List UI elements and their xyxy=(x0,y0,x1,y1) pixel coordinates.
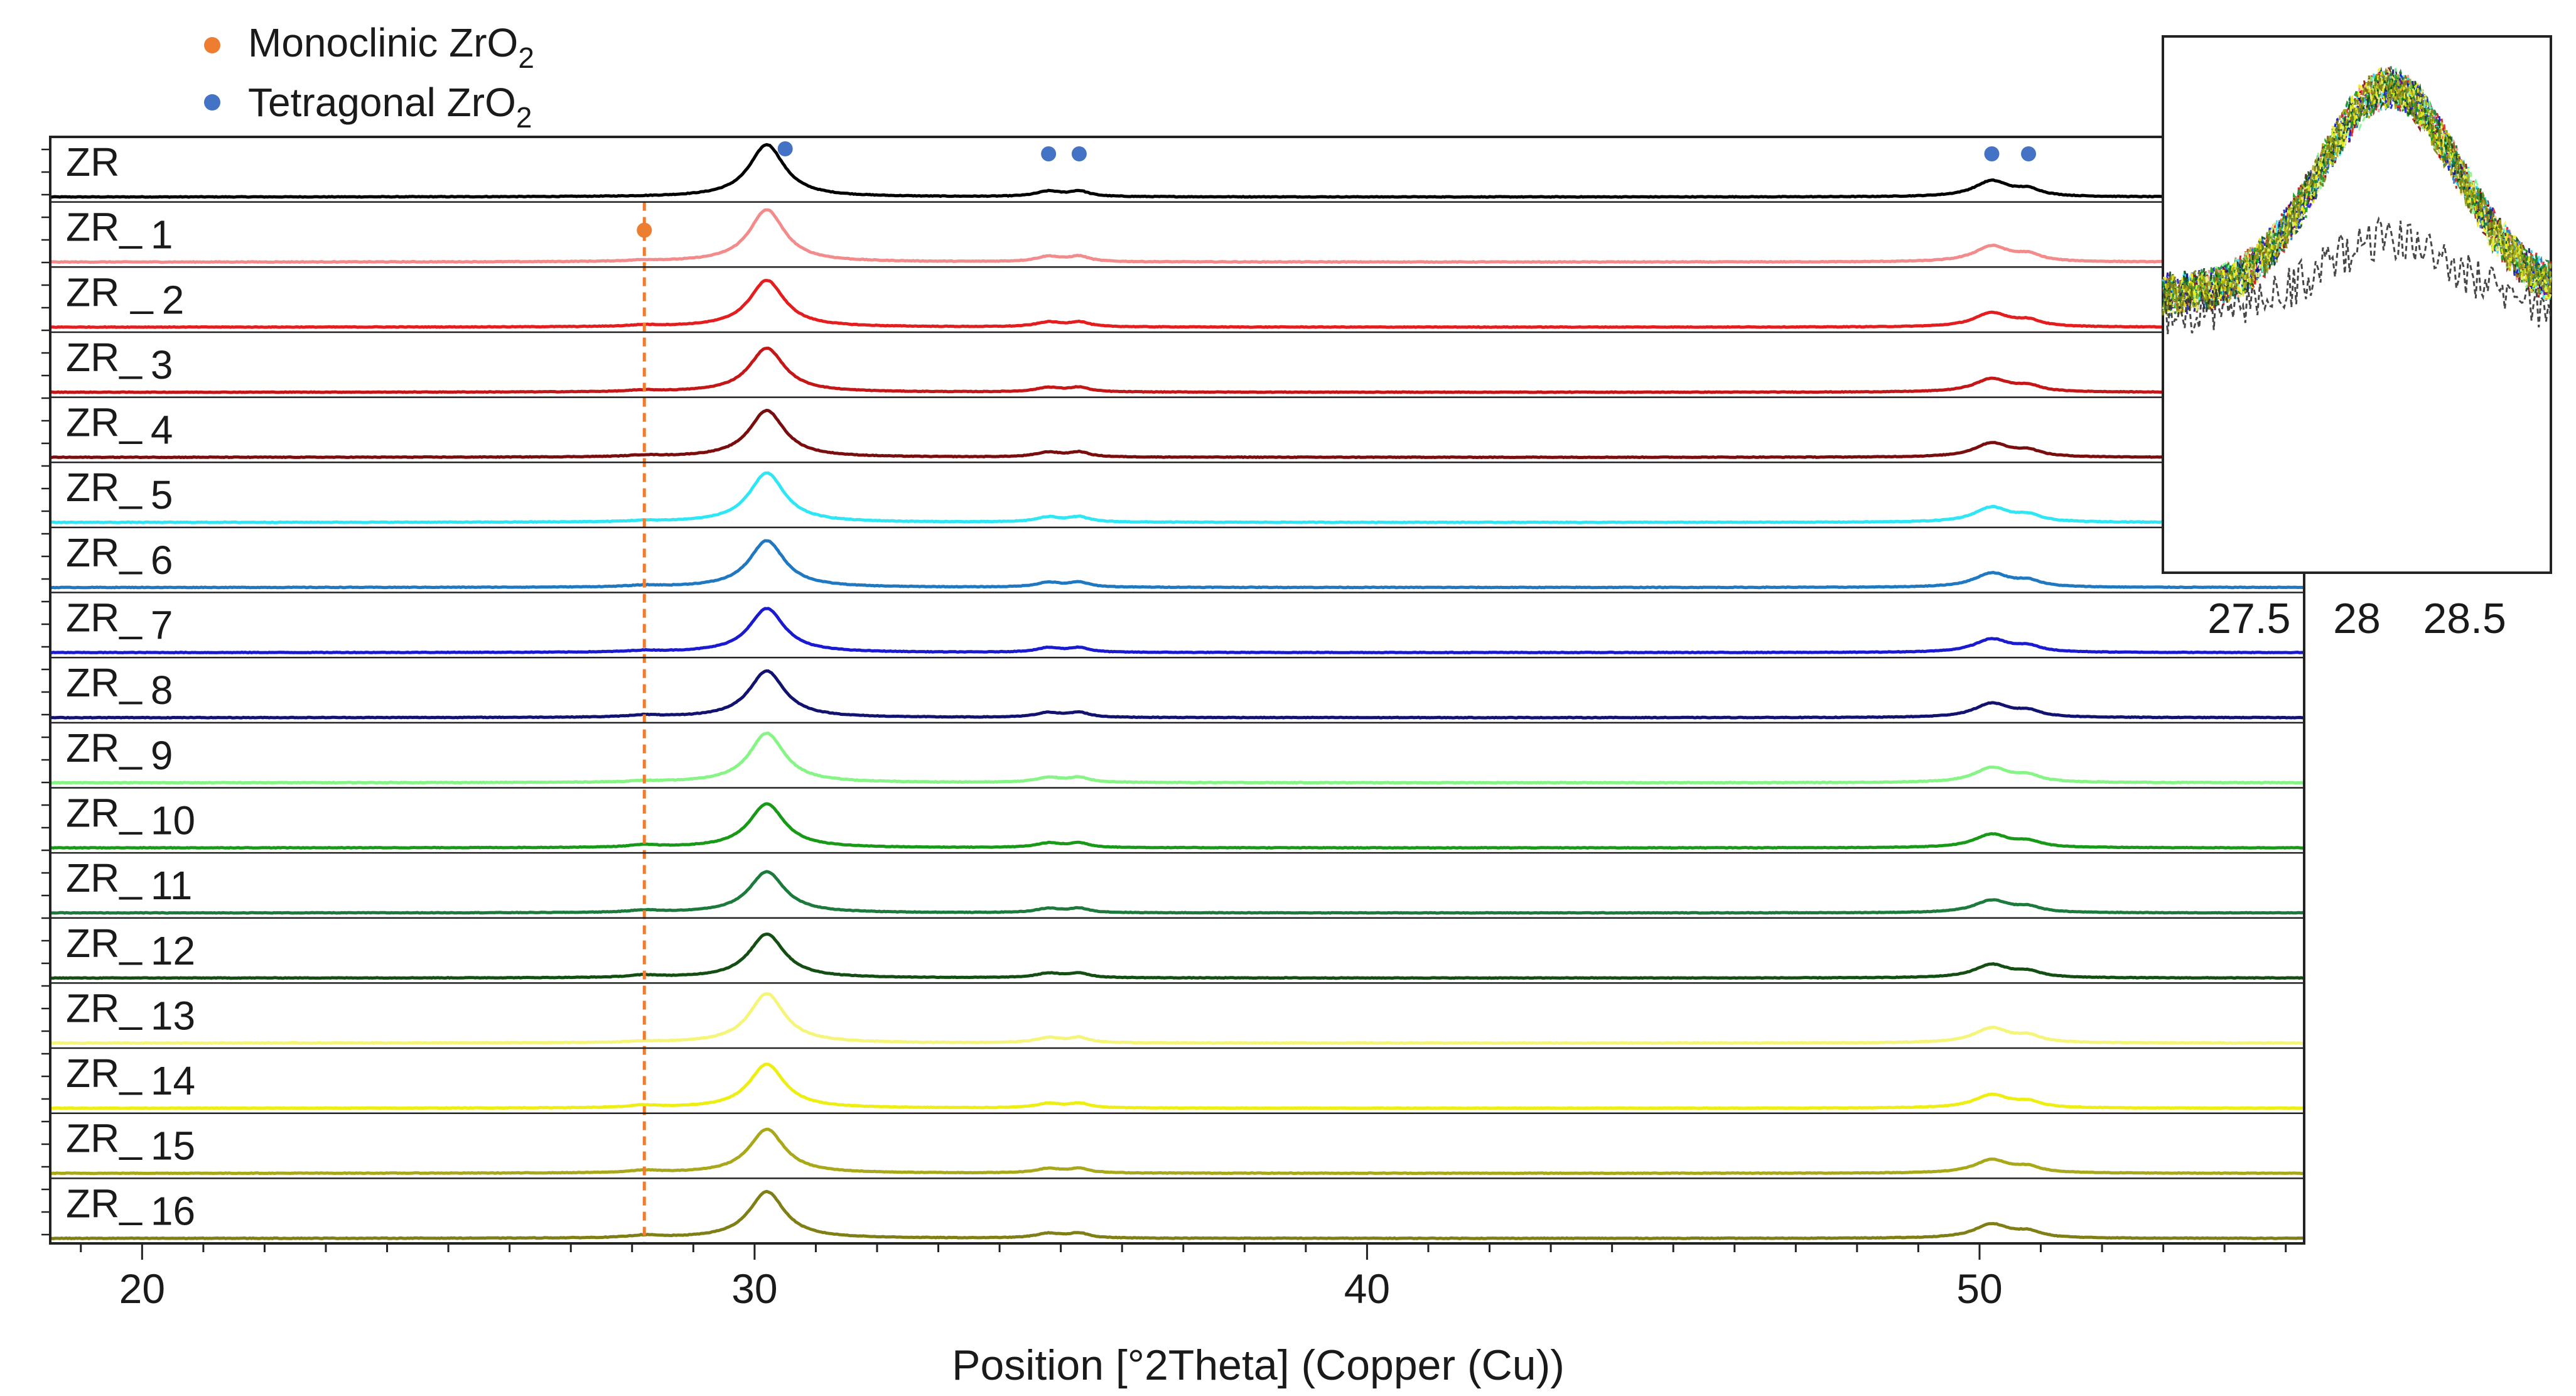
series-line-9 xyxy=(50,731,2305,785)
tetragonal-marker xyxy=(1071,146,1087,161)
legend-marker-monoclinic xyxy=(204,37,220,53)
plot-frame xyxy=(49,136,2305,1245)
series-label: ZR_ 9 xyxy=(66,725,173,778)
x-axis-title: Position [°2Theta] (Copper (Cu)) xyxy=(952,1341,1565,1389)
series-line-0 xyxy=(50,143,2304,199)
series-label: ZR_ 4 xyxy=(66,400,173,453)
series-label: ZR_ 6 xyxy=(66,530,173,583)
series-label: ZR_ 12 xyxy=(66,921,195,973)
series-label: ZR_ 15 xyxy=(66,1116,195,1169)
peak-markers xyxy=(637,141,2037,238)
series-label: ZR_ 1 xyxy=(66,205,173,257)
series-lines xyxy=(50,143,2305,1240)
series-label: ZR_ 10 xyxy=(66,790,195,843)
inset-x-tick-label: 28 xyxy=(2333,595,2381,642)
x-tick-label: 20 xyxy=(119,1265,165,1312)
series-line-2 xyxy=(50,279,2305,329)
series-line-8 xyxy=(50,669,2305,720)
inset-series-line xyxy=(2162,68,2552,317)
series-label: ZR_ 7 xyxy=(66,595,173,648)
series-line-7 xyxy=(50,607,2305,655)
legend-label-monoclinic: Monoclinic ZrO2 xyxy=(248,20,534,74)
tetragonal-marker xyxy=(2021,146,2037,161)
main-axes: 20 30 40 50 xyxy=(41,136,2305,1312)
series-label: ZR xyxy=(66,139,119,185)
tetragonal-marker xyxy=(777,141,793,156)
legend: Monoclinic ZrO2 Tetragonal ZrO2 xyxy=(204,20,534,134)
series-labels: ZR ZR_ 1 ZR _ 2 ZR_ 3 ZR_ 4 ZR_ 5 ZR_ 6 ZR_ 7 ZR_ 8 ZR_ 9 Z… xyxy=(66,139,195,1233)
tetragonal-marker xyxy=(1984,146,2000,161)
series-label: ZR_ 13 xyxy=(66,985,195,1038)
series-line-11 xyxy=(50,870,2305,915)
series-line-6 xyxy=(50,539,2305,590)
inset-x-tick-label: 27.5 xyxy=(2207,595,2290,642)
legend-marker-tetragonal xyxy=(204,94,220,111)
inset-series-line xyxy=(2162,216,2552,335)
series-label: ZR_ 8 xyxy=(66,660,173,713)
series-line-5 xyxy=(50,471,2305,524)
series-label: ZR_ 16 xyxy=(66,1181,195,1233)
series-label: ZR_ 11 xyxy=(66,855,192,908)
tetragonal-marker xyxy=(1041,146,1057,161)
x-tick-label: 40 xyxy=(1344,1265,1390,1312)
series-label: ZR _ 2 xyxy=(66,269,184,322)
series-line-15 xyxy=(50,1127,2305,1176)
series-line-3 xyxy=(50,346,2305,394)
series-line-12 xyxy=(50,932,2305,980)
series-label: ZR_ 3 xyxy=(66,335,173,387)
series-line-10 xyxy=(50,802,2305,850)
x-tick-label: 50 xyxy=(1956,1265,2002,1312)
series-line-4 xyxy=(50,408,2305,460)
series-line-13 xyxy=(50,992,2305,1045)
legend-label-tetragonal: Tetragonal ZrO2 xyxy=(248,80,532,134)
inset-series-line xyxy=(2162,67,2552,317)
inset-x-tick-label: 28.5 xyxy=(2423,595,2506,642)
series-line-16 xyxy=(50,1189,2304,1240)
monoclinic-marker xyxy=(637,222,652,238)
series-line-14 xyxy=(50,1063,2305,1110)
series-label: ZR_ 5 xyxy=(66,465,173,517)
main-plot: ZR ZR_ 1 ZR _ 2 ZR_ 3 ZR_ 4 ZR_ 5 ZR_ 6 ZR_ 7 ZR_ 8 ZR_ 9 Z… xyxy=(41,136,2305,1312)
inset-plot: 27.5 28 28.5 xyxy=(2162,35,2552,642)
series-label: ZR_ 14 xyxy=(66,1051,195,1103)
x-tick-label: 30 xyxy=(731,1265,777,1312)
series-line-1 xyxy=(50,208,2305,264)
